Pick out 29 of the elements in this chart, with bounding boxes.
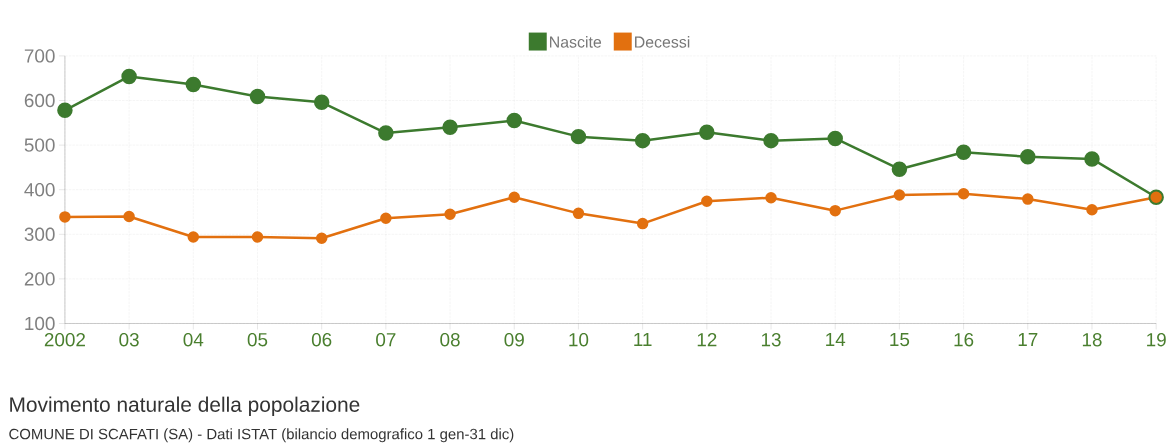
x-tick-label: 03 bbox=[119, 333, 139, 347]
x-tick-label: 09 bbox=[504, 333, 524, 347]
x-tick-label: 10 bbox=[569, 333, 589, 347]
x-tick-label: 08 bbox=[440, 333, 460, 347]
x-tick-label: 19 bbox=[1147, 333, 1166, 347]
x-tick-label: 2002 bbox=[44, 333, 85, 347]
x-tick-label: 14 bbox=[826, 333, 846, 347]
x-tick-label: 04 bbox=[183, 333, 204, 347]
x-tick-label: 12 bbox=[697, 333, 717, 347]
x-tick-label: 05 bbox=[247, 333, 268, 347]
y-tick-label: 600 bbox=[24, 94, 55, 108]
x-tick-label: 07 bbox=[376, 333, 396, 347]
y-tick-label: 500 bbox=[24, 138, 55, 152]
text: COMUNE DI SCAFATI (SA) - Dati ISTAT (bilancio demografico 1 gen-31 dic) bbox=[9, 428, 514, 443]
legend-label: Decessi bbox=[635, 36, 690, 48]
x-tick-label: 18 bbox=[1082, 333, 1102, 347]
x-tick-label: 11 bbox=[634, 333, 652, 347]
y-tick-label: 100 bbox=[25, 317, 55, 331]
y-tick-label: 700 bbox=[24, 49, 55, 63]
x-tick-label: 06 bbox=[311, 333, 332, 347]
x-tick-label: 16 bbox=[954, 333, 974, 347]
text: Movimento naturale della popolazione bbox=[10, 396, 360, 417]
y-tick-label: 400 bbox=[24, 183, 55, 197]
y-tick-label: 300 bbox=[24, 227, 55, 242]
x-tick-label: 17 bbox=[1018, 333, 1038, 347]
legend-label: Nascite bbox=[550, 36, 602, 48]
x-tick-label: 13 bbox=[761, 333, 781, 347]
y-tick-label: 200 bbox=[24, 272, 55, 286]
x-tick-label: 15 bbox=[890, 333, 910, 347]
